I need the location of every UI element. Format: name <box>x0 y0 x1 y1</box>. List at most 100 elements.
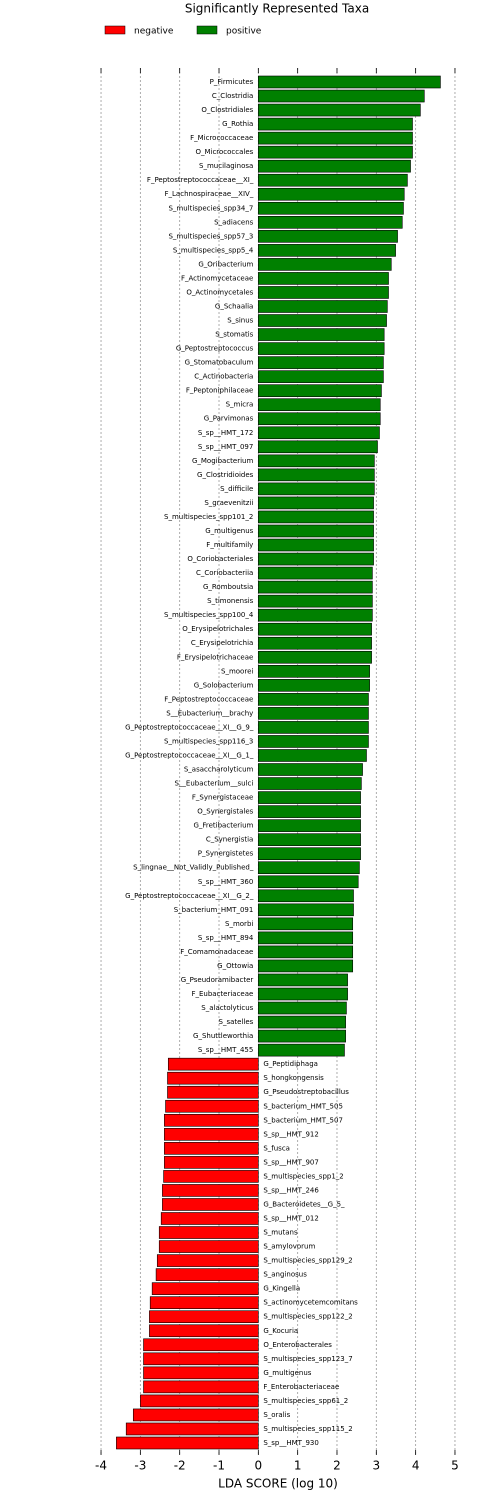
bar <box>149 1296 259 1309</box>
bar <box>258 805 361 818</box>
bar <box>258 959 354 973</box>
x-tick-label: -4 <box>95 1459 107 1473</box>
bar <box>143 1352 259 1366</box>
x-tick-label: 5 <box>451 1459 459 1473</box>
category-label: S_stomatis <box>215 331 253 339</box>
bar <box>258 847 361 861</box>
category-label: S_sp__HMT_455 <box>198 1046 253 1054</box>
category-label: G_Kocuria <box>263 1327 298 1335</box>
bar <box>258 917 354 931</box>
category-label: S_bacterium_HMT_505 <box>263 1102 343 1110</box>
bar <box>258 216 403 229</box>
bar <box>258 328 385 341</box>
category-label: F_Actinomycetaceae <box>181 274 253 282</box>
x-axis-label: LDA SCORE (log 10) <box>218 1477 338 1491</box>
category-label: S_graevenitzii <box>204 499 253 507</box>
category-label: S_alactolyticus <box>201 1004 253 1012</box>
category-label: F_multifamily <box>206 541 253 549</box>
x-tick-label: 2 <box>333 1459 341 1473</box>
bar <box>158 1226 259 1239</box>
category-label: S_actinomycetemcomitans <box>263 1299 358 1307</box>
bar <box>258 819 361 832</box>
bar <box>258 201 404 215</box>
bar <box>167 1071 259 1085</box>
bar <box>164 1128 259 1141</box>
bar <box>258 398 381 412</box>
bar <box>258 1043 345 1057</box>
bar <box>125 1422 259 1436</box>
category-label: P_Firmicutes <box>210 78 254 86</box>
category-label: P_Synergistetes <box>198 850 254 858</box>
bar <box>143 1338 259 1352</box>
bar <box>165 1099 259 1113</box>
bar <box>258 735 369 748</box>
category-label: F_Comamonadaceae <box>180 948 253 956</box>
bar <box>258 510 374 524</box>
chart-title: Significantly Represented Taxa <box>185 2 369 16</box>
bar <box>132 1408 259 1422</box>
category-label: O_Coriobacteriales <box>187 555 253 563</box>
bar <box>143 1366 259 1380</box>
category-label: S_sp__HMT_246 <box>263 1186 319 1194</box>
bar <box>164 1156 259 1169</box>
bar <box>258 903 354 917</box>
category-label: C_Clostridia <box>212 92 253 100</box>
bar <box>258 987 348 1001</box>
bar <box>158 1240 259 1253</box>
category-label: F_Peptostreptococcaceae__XI_ <box>147 176 254 184</box>
category-label: G_multigenus <box>263 1369 311 1377</box>
category-label: G_Ottowia <box>217 962 253 970</box>
category-label: O_Micrococcales <box>195 148 253 156</box>
bar <box>164 1142 259 1155</box>
category-label: S_moorei <box>221 667 253 675</box>
category-label: S_multispecies_spp122_2 <box>263 1313 352 1321</box>
category-label: S_sp__HMT_912 <box>263 1130 318 1138</box>
category-label: G_Stomatobaculum <box>185 359 254 367</box>
bar <box>258 286 389 299</box>
category-label: S_multispecies_spp116_3 <box>164 737 253 745</box>
category-label: S_anginosus <box>263 1271 307 1279</box>
bar <box>149 1310 259 1324</box>
bar <box>258 244 396 257</box>
bar <box>258 468 375 482</box>
category-label: S_sp__HMT_097 <box>198 443 253 451</box>
category-label: F_Enterobacteriaceae <box>263 1383 339 1391</box>
bar <box>258 89 425 103</box>
bar <box>258 187 405 201</box>
bar <box>258 693 369 706</box>
category-label: S_multispecies_spp5_4 <box>173 246 254 254</box>
legend-swatch <box>104 25 126 35</box>
bar <box>258 707 369 720</box>
x-tick-label: -2 <box>174 1459 186 1473</box>
category-label: G_multigenus <box>205 527 253 535</box>
bar <box>258 272 389 285</box>
category-label: F_Peptostreptococcaceae <box>164 695 253 703</box>
bar <box>258 636 372 650</box>
category-label: S_sp__HMT_360 <box>198 878 253 886</box>
x-tick-label: -1 <box>213 1459 225 1473</box>
legend-label: positive <box>226 27 262 37</box>
bar <box>258 159 411 173</box>
bar <box>258 412 381 426</box>
bar <box>258 370 384 383</box>
bar <box>155 1268 259 1281</box>
bar <box>258 622 372 636</box>
category-label: G_Oribacterium <box>198 260 253 268</box>
category-label: O_Actinomycetales <box>186 288 253 296</box>
bar <box>149 1324 259 1338</box>
bar <box>258 889 354 903</box>
category-label: G_Peptidiphaga <box>263 1060 318 1068</box>
category-label: O_Erysipelotrichales <box>182 625 253 633</box>
category-label: G_Schaalia <box>215 302 253 310</box>
category-label: G_Mogibacterium <box>192 457 254 465</box>
bar <box>151 1282 259 1295</box>
bar <box>258 931 354 945</box>
category-label: C_Coriobacteriia <box>196 569 253 577</box>
category-label: F_Erysipelotrichaceae <box>177 653 253 661</box>
bar <box>258 679 370 692</box>
category-label: S_fusca <box>263 1144 290 1152</box>
category-label: G_Peptostreptococcaceae__XI__G_9_ <box>125 723 254 731</box>
bar <box>162 1198 259 1211</box>
category-label: S_multispecies_spp101_2 <box>164 513 253 521</box>
